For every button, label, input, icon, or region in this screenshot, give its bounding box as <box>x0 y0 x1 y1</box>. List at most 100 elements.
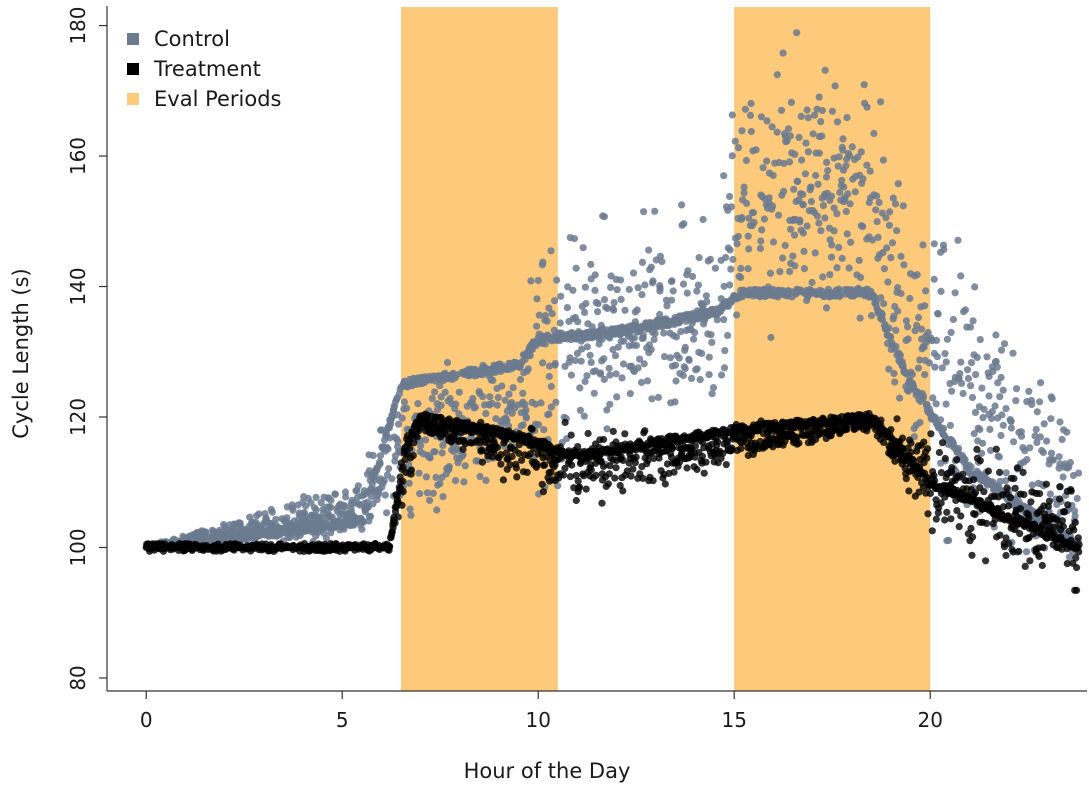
data-point-control <box>986 425 994 433</box>
data-point-control <box>563 304 572 312</box>
data-point-control <box>734 232 742 241</box>
data-point-control <box>992 331 1000 339</box>
data-point-control <box>443 358 452 367</box>
data-point-treatment <box>1002 534 1010 542</box>
data-point-control <box>327 503 335 512</box>
data-point-control <box>647 346 655 354</box>
data-point-control <box>534 421 543 429</box>
data-point-control <box>733 240 741 248</box>
data-point-treatment <box>973 445 981 453</box>
data-point-control <box>656 284 664 292</box>
data-point-treatment <box>523 468 531 476</box>
data-point-treatment <box>605 470 613 478</box>
data-point-control <box>826 271 834 279</box>
data-point-control <box>428 394 436 403</box>
data-point-treatment <box>502 449 511 457</box>
data-point-control <box>663 302 671 310</box>
data-point-control <box>763 157 771 165</box>
data-point-control <box>808 278 816 287</box>
data-point-treatment <box>1002 551 1010 560</box>
data-point-treatment <box>1038 561 1046 570</box>
data-point-treatment <box>1058 517 1066 525</box>
data-point-control <box>833 118 842 126</box>
data-point-control <box>756 244 765 253</box>
data-point-control <box>436 382 444 390</box>
data-point-control <box>942 400 950 408</box>
data-point-control <box>433 506 441 514</box>
data-point-control <box>614 343 622 351</box>
data-point-control <box>779 254 787 262</box>
data-point-control <box>724 331 732 340</box>
data-point-treatment <box>923 454 931 462</box>
data-point-treatment <box>1006 494 1015 502</box>
data-point-control <box>993 363 1001 371</box>
data-point-control <box>992 358 1000 366</box>
data-point-control <box>954 236 962 244</box>
data-point-control <box>666 354 675 362</box>
data-point-treatment <box>459 445 467 453</box>
data-point-treatment <box>1075 548 1083 556</box>
data-point-control <box>967 382 975 390</box>
data-point-treatment <box>508 452 516 461</box>
data-point-control <box>892 342 900 351</box>
data-point-control <box>883 244 891 252</box>
data-point-control <box>786 267 794 276</box>
data-point-control <box>794 177 802 185</box>
data-point-treatment <box>1074 534 1082 542</box>
data-point-control <box>545 304 553 312</box>
data-point-control <box>1043 437 1051 445</box>
data-point-treatment <box>1071 518 1079 527</box>
data-point-control <box>683 289 691 297</box>
data-point-treatment <box>409 452 417 460</box>
data-point-control <box>533 295 541 303</box>
data-point-control <box>728 111 736 119</box>
data-point-control <box>508 399 516 407</box>
data-point-control <box>1000 340 1009 348</box>
data-point-control <box>671 361 680 369</box>
data-point-control <box>948 387 956 395</box>
data-point-control <box>828 107 837 115</box>
data-point-treatment <box>606 462 614 470</box>
data-point-control <box>831 82 839 90</box>
data-point-control <box>763 117 771 125</box>
data-point-control <box>534 276 542 285</box>
data-point-control <box>394 438 402 446</box>
data-point-control <box>998 411 1006 419</box>
data-point-treatment <box>967 524 975 533</box>
data-point-control <box>896 394 904 402</box>
data-point-control <box>857 273 865 282</box>
data-point-treatment <box>737 445 745 453</box>
data-point-treatment <box>1059 522 1067 531</box>
data-point-control <box>997 373 1005 382</box>
data-point-control <box>452 400 460 408</box>
data-point-control <box>569 286 577 294</box>
data-point-control <box>874 233 882 241</box>
data-point-control <box>1018 432 1026 440</box>
data-point-control <box>1031 432 1039 440</box>
data-point-control <box>582 299 590 308</box>
data-point-control <box>818 106 827 115</box>
data-point-control <box>987 446 995 455</box>
data-point-control <box>388 475 396 483</box>
data-point-control <box>679 280 688 288</box>
data-point-control <box>759 164 767 172</box>
data-point-control <box>943 335 952 343</box>
data-point-control <box>856 314 864 322</box>
legend-swatch-treatment <box>127 63 139 75</box>
data-point-control <box>675 354 683 362</box>
data-point-control <box>545 372 553 381</box>
data-point-control <box>439 441 447 449</box>
data-point-control <box>988 414 996 423</box>
data-point-control <box>619 360 628 368</box>
data-point-control <box>999 421 1007 429</box>
data-point-control <box>459 450 467 459</box>
legend-swatch-control <box>127 33 139 45</box>
eval-periods-layer <box>401 7 931 691</box>
data-point-treatment <box>927 430 935 438</box>
data-point-control <box>991 402 999 410</box>
data-point-control <box>1047 415 1055 423</box>
data-point-control <box>815 219 823 227</box>
data-point-treatment <box>575 483 584 491</box>
data-point-control <box>937 287 945 295</box>
data-point-control <box>479 393 487 401</box>
